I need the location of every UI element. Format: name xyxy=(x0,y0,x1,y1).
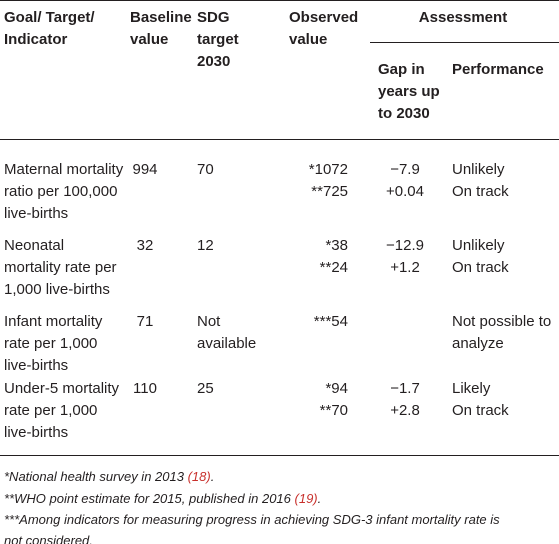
indicator-cell: Under-5 mortality xyxy=(4,380,120,397)
gap-cell: −7.9 xyxy=(390,161,420,178)
header-cell: value xyxy=(289,31,328,48)
rule xyxy=(0,139,559,140)
header-cell: Gap in xyxy=(378,61,425,78)
footnote-text: . xyxy=(317,490,322,506)
footnote-text: . xyxy=(210,469,215,484)
indicator-cell: rate per 1,000 xyxy=(4,402,98,419)
footnote-text: *National health survey in 2013 xyxy=(4,469,188,484)
header-cell: 2030 xyxy=(197,53,231,70)
indicator-cell: 1,000 live-births xyxy=(4,281,110,298)
baseline-cell: 110 xyxy=(133,380,157,397)
observed-cell: **24 xyxy=(319,259,348,276)
indicator-cell: ratio per 100,000 xyxy=(4,183,118,200)
gap-cell: −1.7 xyxy=(390,380,420,397)
reference-link: (19) xyxy=(294,490,318,506)
header-cell: target xyxy=(197,31,239,48)
indicator-cell: live-births xyxy=(4,357,69,374)
indicator-cell: mortality rate per xyxy=(4,259,117,276)
indicator-cell: live-births xyxy=(4,205,69,222)
observed-cell: *94 xyxy=(325,380,348,397)
target-cell: 12 xyxy=(197,237,214,254)
performance-cell: Unlikely xyxy=(452,237,505,254)
performance-cell: On track xyxy=(452,402,509,419)
header-cell: Performance xyxy=(452,61,544,78)
target-cell: 70 xyxy=(197,161,214,178)
rule xyxy=(0,455,559,456)
header-cell: Goal/ Target/ xyxy=(4,9,95,26)
header-cell: value xyxy=(130,31,169,48)
performance-cell: On track xyxy=(452,183,509,200)
header-cell: to 2030 xyxy=(378,105,430,122)
baseline-cell: 32 xyxy=(136,237,154,254)
observed-cell: *1072 xyxy=(308,161,348,178)
header-cell: SDG xyxy=(197,9,230,26)
header-cell: years up xyxy=(378,83,440,100)
footnote: *National health survey in 2013 (18). xyxy=(4,466,214,487)
header-cell: Indicator xyxy=(4,31,68,48)
indicator-cell: Neonatal xyxy=(4,237,65,254)
target-cell: 25 xyxy=(197,380,214,397)
header-cell: Assessment xyxy=(418,9,508,26)
observed-cell: **70 xyxy=(319,402,348,419)
gap-cell: −12.9 xyxy=(386,237,424,254)
observed-cell: **725 xyxy=(311,183,348,200)
observed-cell: ***54 xyxy=(313,313,348,330)
indicator-cell: rate per 1,000 xyxy=(4,335,98,352)
header-cell: Baseline xyxy=(130,9,192,26)
target-cell: available xyxy=(197,335,257,352)
footnote: **WHO point estimate for 2015, published… xyxy=(4,488,321,509)
observed-cell: *38 xyxy=(325,237,348,254)
performance-cell: Unlikely xyxy=(452,161,505,178)
performance-cell: analyze xyxy=(452,335,504,352)
gap-cell: +0.04 xyxy=(386,183,424,200)
target-cell: Not xyxy=(197,313,221,330)
baseline-cell: 71 xyxy=(136,313,154,330)
gap-cell: +1.2 xyxy=(390,259,420,276)
footnote: ***Among indicators for measuring progre… xyxy=(4,512,500,527)
reference-link: (18) xyxy=(187,469,211,484)
indicator-cell: live-births xyxy=(4,424,69,441)
indicator-cell: Infant mortality xyxy=(4,313,103,330)
baseline-cell: 994 xyxy=(132,161,158,178)
indicator-cell: Maternal mortality xyxy=(4,161,124,178)
footnote: not considered. xyxy=(4,533,93,544)
rule xyxy=(0,0,559,1)
header-cell: Observed xyxy=(289,9,359,26)
footnote-text: **WHO point estimate for 2015, published… xyxy=(4,490,295,506)
performance-cell: On track xyxy=(452,259,509,276)
rule xyxy=(370,42,559,43)
performance-cell: Not possible to xyxy=(452,313,552,330)
performance-cell: Likely xyxy=(452,380,491,397)
gap-cell: +2.8 xyxy=(390,402,420,419)
